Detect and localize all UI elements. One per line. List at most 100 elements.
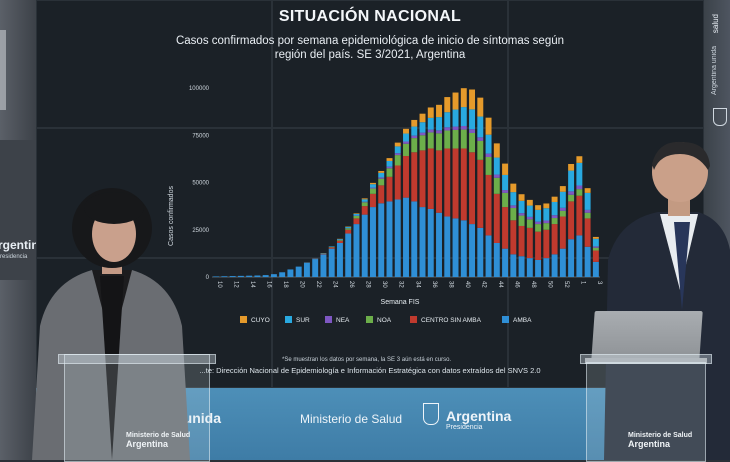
bar-segment bbox=[403, 156, 409, 198]
bar-segment bbox=[395, 155, 401, 165]
right-wall-text-salud: salud bbox=[711, 14, 720, 33]
bar-segment bbox=[444, 97, 450, 112]
bar-segment bbox=[568, 201, 574, 239]
bar-segment bbox=[560, 211, 566, 217]
bar-segment bbox=[362, 206, 368, 215]
bar-segment bbox=[337, 241, 343, 243]
bar-segment bbox=[337, 239, 343, 240]
shield-icon bbox=[713, 108, 727, 126]
x-tick-label: 46 bbox=[513, 281, 519, 288]
bar-segment bbox=[543, 258, 549, 277]
x-tick-label: 42 bbox=[480, 281, 486, 288]
bar-segment bbox=[428, 130, 434, 133]
podium-left-top bbox=[58, 354, 216, 364]
bar-segment bbox=[411, 127, 417, 136]
bar-segment bbox=[378, 177, 384, 178]
bars bbox=[213, 88, 599, 277]
x-axis-label: Semana FIS bbox=[381, 299, 420, 306]
bar-segment bbox=[469, 224, 475, 277]
bar-segment bbox=[527, 228, 533, 258]
x-tick-label: 30 bbox=[381, 281, 387, 288]
bar-segment bbox=[461, 130, 467, 149]
bar-segment bbox=[486, 175, 492, 235]
legend-swatch bbox=[502, 316, 509, 323]
x-tick-label: 32 bbox=[398, 281, 404, 288]
x-tick-label: 28 bbox=[365, 281, 371, 288]
x-tick-label: 40 bbox=[464, 281, 470, 288]
bar-segment bbox=[461, 107, 467, 126]
bar-segment bbox=[494, 178, 500, 194]
bar-segment bbox=[477, 141, 483, 160]
bar-segment bbox=[469, 90, 475, 110]
bar-segment bbox=[387, 201, 393, 277]
bar-segment bbox=[345, 234, 351, 277]
bar-segment bbox=[436, 130, 442, 133]
podium-right-label-2: Argentina bbox=[628, 440, 670, 448]
bar-segment bbox=[486, 157, 492, 175]
bar-segment bbox=[362, 202, 368, 206]
bar-segment bbox=[585, 210, 591, 213]
bar-segment bbox=[552, 215, 558, 218]
bar-segment bbox=[453, 148, 459, 218]
bar-segment bbox=[428, 107, 434, 117]
bar-segment bbox=[337, 243, 343, 277]
legend-label: CUYO bbox=[251, 317, 270, 324]
bar-segment bbox=[453, 93, 459, 110]
bar-segment bbox=[411, 152, 417, 201]
bar-segment bbox=[279, 272, 285, 277]
bar-segment bbox=[543, 223, 549, 230]
bar-segment bbox=[576, 235, 582, 277]
legend-swatch bbox=[240, 316, 247, 323]
bar-segment bbox=[296, 267, 302, 277]
x-tick-label: 20 bbox=[299, 281, 305, 288]
bar-segment bbox=[535, 260, 541, 277]
bar-segment bbox=[552, 218, 558, 224]
bar-segment bbox=[461, 88, 467, 107]
y-tick-label: 75000 bbox=[192, 133, 209, 139]
bar-segment bbox=[420, 207, 426, 277]
bar-segment bbox=[221, 276, 227, 277]
bar-segment bbox=[378, 171, 384, 173]
right-wall-text-argentina-unida: Argentina unida bbox=[711, 46, 718, 95]
bar-segment bbox=[453, 127, 459, 130]
bar-segment bbox=[576, 186, 582, 190]
bar-segment bbox=[576, 189, 582, 196]
legend-label: NEA bbox=[336, 317, 350, 324]
bar-segment bbox=[494, 175, 500, 178]
x-tick-label: 38 bbox=[447, 281, 453, 288]
bar-segment bbox=[585, 213, 591, 219]
bar-segment bbox=[502, 164, 508, 175]
x-tick-label: 10 bbox=[216, 281, 222, 288]
bar-segment bbox=[510, 205, 516, 208]
x-tick-label: 34 bbox=[414, 281, 420, 288]
bar-segment bbox=[411, 120, 417, 127]
bar-segment bbox=[370, 189, 376, 194]
legend-label: CENTRO SIN AMBA bbox=[421, 317, 482, 324]
bar-segment bbox=[312, 259, 318, 277]
x-tick-label: 48 bbox=[530, 281, 536, 288]
bar-segment bbox=[568, 195, 574, 202]
x-tick-label: 24 bbox=[332, 281, 338, 288]
bar-segment bbox=[560, 186, 566, 192]
bar-segment bbox=[304, 263, 310, 277]
bar-segment bbox=[411, 201, 417, 277]
bar-segment bbox=[519, 256, 525, 277]
y-tick-label: 100000 bbox=[189, 86, 210, 92]
x-tick-label: 44 bbox=[497, 281, 503, 288]
bar-segment bbox=[337, 240, 343, 241]
bar-segment bbox=[494, 143, 500, 157]
bar-segment bbox=[585, 188, 591, 193]
bar-segment bbox=[576, 156, 582, 163]
bar-segment bbox=[345, 230, 351, 234]
bar-segment bbox=[271, 274, 277, 277]
bar-segment bbox=[362, 199, 368, 201]
bar-segment bbox=[230, 276, 236, 277]
bar-segment bbox=[395, 165, 401, 199]
bar-segment bbox=[510, 184, 516, 193]
bar-segment bbox=[387, 168, 393, 177]
bar-segment bbox=[494, 243, 500, 277]
bar-segment bbox=[486, 118, 492, 135]
bar-segment bbox=[552, 202, 558, 215]
bar-segment bbox=[420, 150, 426, 207]
